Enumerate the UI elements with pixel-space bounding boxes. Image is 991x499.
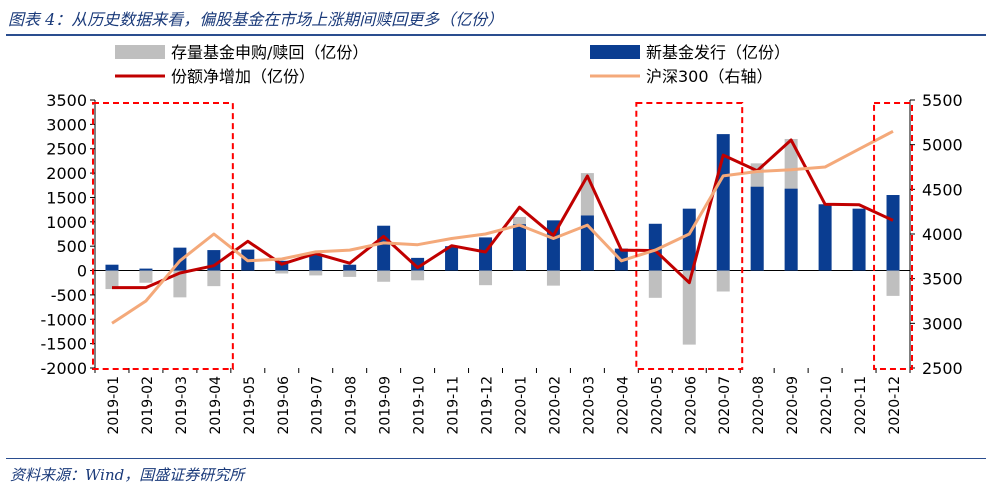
new-fund-bar xyxy=(852,208,866,271)
net-increase-line xyxy=(112,138,894,290)
redemption-bar xyxy=(886,270,900,296)
legend-label: 新基金发行（亿份） xyxy=(646,43,790,62)
x-tick-label: 2019-07 xyxy=(310,376,326,435)
redemption-bar xyxy=(546,270,560,286)
left-tick-label: 0 xyxy=(77,262,87,281)
x-tick-label: 2020-07 xyxy=(717,376,733,435)
tick-label-layer: 3500300025002000150010005000-500-1000-15… xyxy=(41,91,963,435)
right-tick-label: 4500 xyxy=(922,180,963,199)
right-tick-label: 3500 xyxy=(922,270,963,289)
legend-label: 存量基金申购/赎回（亿份） xyxy=(171,43,368,62)
x-tick-label: 2019-08 xyxy=(344,376,360,435)
right-tick-label: 5000 xyxy=(922,136,963,155)
redemption-bar xyxy=(479,270,493,286)
new-fund-bar xyxy=(105,264,119,271)
redemption-bar xyxy=(648,270,662,298)
footer-divider xyxy=(6,458,986,459)
new-fund-bar xyxy=(682,208,696,271)
x-tick-label: 2019-01 xyxy=(106,376,122,435)
x-tick-label: 2020-10 xyxy=(819,376,835,435)
redemption-bar xyxy=(377,270,391,282)
highlight-box xyxy=(635,102,744,370)
source-note: 资料来源：Wind，国盛证券研究所 xyxy=(10,466,245,484)
x-tick-label: 2019-11 xyxy=(446,376,462,435)
highlight-box xyxy=(873,102,914,370)
left-tick-label: -2000 xyxy=(41,359,88,378)
redemption-bar xyxy=(411,270,425,281)
highlight-layer xyxy=(92,102,914,370)
legend-swatch xyxy=(115,45,165,59)
left-tick-label: -500 xyxy=(51,286,87,305)
highlight-box xyxy=(92,102,234,370)
new-fund-bar xyxy=(648,223,662,271)
right-tick-label: 5500 xyxy=(922,91,963,110)
x-tick-label: 2020-04 xyxy=(615,376,631,435)
chart-legend: 存量基金申购/赎回（亿份） 新基金发行（亿份） 份额净增加（亿份） 沪深300（右轴） xyxy=(115,43,790,86)
x-tick-label: 2020-05 xyxy=(649,376,665,435)
redemption-bar xyxy=(309,270,323,276)
new-fund-bar xyxy=(445,246,459,271)
hs300-line xyxy=(111,129,894,325)
right-tick-label: 3000 xyxy=(922,314,963,333)
redemption-bar xyxy=(105,270,119,290)
x-tick-label: 2020-06 xyxy=(683,376,699,435)
right-tick-label: 4000 xyxy=(922,225,963,244)
x-tick-label: 2019-05 xyxy=(242,376,258,435)
line-layer xyxy=(111,129,894,325)
bar-layer xyxy=(105,134,900,345)
x-tick-label: 2020-01 xyxy=(513,376,529,435)
page-title: 图表 4：从历史数据来看，偏股基金在市场上涨期间赎回更多（亿份） xyxy=(8,10,504,29)
redemption-bar xyxy=(275,270,289,274)
x-tick-label: 2019-09 xyxy=(378,376,394,435)
left-tick-label: 1500 xyxy=(46,188,87,207)
x-tick-label: 2019-04 xyxy=(208,376,224,435)
new-fund-bar xyxy=(784,188,798,271)
new-fund-bar xyxy=(411,257,425,271)
x-tick-label: 2020-08 xyxy=(751,376,767,435)
x-tick-label: 2020-11 xyxy=(853,376,869,435)
x-tick-label: 2020-12 xyxy=(887,376,903,435)
x-tick-label: 2020-09 xyxy=(785,376,801,435)
new-fund-bar xyxy=(818,204,832,271)
new-fund-bar xyxy=(377,225,391,271)
x-tick-label: 2020-02 xyxy=(547,376,563,435)
left-tick-label: 2000 xyxy=(46,164,87,183)
new-fund-bar xyxy=(512,224,526,271)
redemption-bar xyxy=(139,270,153,283)
x-tick-label: 2019-02 xyxy=(140,376,156,435)
legend-label: 沪深300（右轴） xyxy=(646,67,773,86)
new-fund-bar xyxy=(886,195,900,271)
left-tick-label: 500 xyxy=(56,237,87,256)
legend-label: 份额净增加（亿份） xyxy=(171,67,315,86)
x-tick-label: 2019-12 xyxy=(480,376,496,435)
left-tick-label: -1500 xyxy=(41,335,88,354)
redemption-bar xyxy=(716,270,730,292)
new-fund-bar xyxy=(343,264,357,271)
x-tick-label: 2020-03 xyxy=(581,376,597,435)
x-tick-label: 2019-06 xyxy=(276,376,292,435)
left-tick-label: 2500 xyxy=(46,140,87,159)
left-tick-label: 3500 xyxy=(46,91,87,110)
x-tick-label: 2019-03 xyxy=(174,376,190,435)
left-tick-label: -1000 xyxy=(41,310,88,329)
redemption-bar xyxy=(343,270,357,277)
right-tick-label: 2500 xyxy=(922,359,963,378)
redemption-bar xyxy=(682,270,696,345)
left-tick-label: 3000 xyxy=(46,115,87,134)
new-fund-bar xyxy=(479,237,493,271)
left-tick-label: 1000 xyxy=(46,213,87,232)
new-fund-bar xyxy=(309,254,323,271)
new-fund-bar xyxy=(750,186,764,271)
legend-swatch xyxy=(590,45,640,59)
title-divider xyxy=(6,34,986,36)
new-fund-bar xyxy=(139,268,153,271)
x-tick-label: 2019-10 xyxy=(412,376,428,435)
redemption-bar xyxy=(207,270,221,287)
redemption-bar xyxy=(173,270,187,298)
